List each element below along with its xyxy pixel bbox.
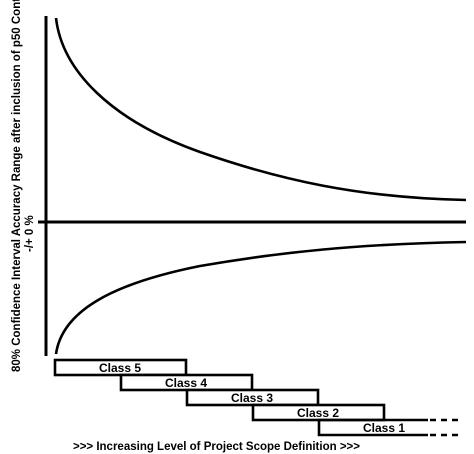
class-1-box — [317, 418, 428, 437]
class-3-label: Class 3 — [231, 391, 273, 405]
class-1-label: Class 1 — [363, 421, 405, 435]
y-axis-label: 80% Confidence Interval Accuracy Range a… — [11, 0, 23, 372]
zero-label: -/+ 0 % — [24, 215, 36, 252]
class-2-label: Class 2 — [297, 406, 339, 420]
class-1-bar: Class 1 — [317, 418, 460, 437]
class-5-label: Class 5 — [99, 361, 141, 375]
class-5-bar: Class 5 — [53, 358, 188, 377]
class-3-bar: Class 3 — [185, 388, 320, 407]
x-axis-label: >>> Increasing Level of Project Scope De… — [73, 441, 360, 453]
lower-accuracy-curve — [54, 240, 467, 355]
class-4-bar: Class 4 — [119, 373, 254, 392]
class-2-bar: Class 2 — [251, 403, 386, 422]
class-4-label: Class 4 — [165, 376, 207, 390]
upper-accuracy-curve — [54, 17, 467, 202]
